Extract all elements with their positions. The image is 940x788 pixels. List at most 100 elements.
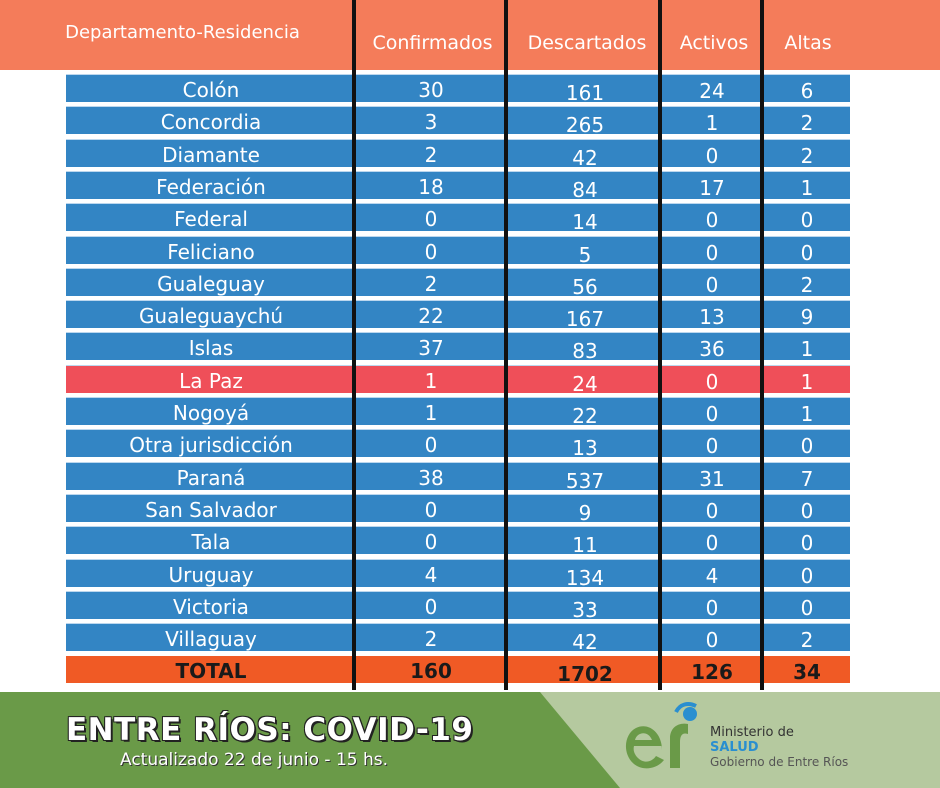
row-altas: 2 — [800, 111, 814, 136]
column-divider — [352, 0, 356, 690]
row-departamento: Diamante — [162, 142, 260, 167]
row-confirmados: 30 — [418, 78, 444, 102]
table-row: Colón 30 161 24 6 — [66, 74, 850, 105]
row-activos: 0 — [705, 434, 719, 459]
row-departamento: Villaguay — [165, 627, 257, 652]
row-descartados: 11 — [572, 533, 598, 558]
row-activos: 13 — [699, 305, 725, 330]
row-activos: 4 — [705, 563, 719, 588]
row-departamento: Feliciano — [167, 239, 255, 264]
row-departamento: Colón — [182, 78, 240, 102]
row-confirmados: 0 — [424, 207, 438, 232]
header-confirmados: Confirmados — [372, 32, 493, 54]
row-descartados: 42 — [572, 630, 598, 655]
total-row: TOTAL 160 1702 126 34 — [66, 656, 850, 687]
row-activos: 36 — [699, 337, 725, 362]
table-row: Federal 0 14 0 0 — [66, 203, 850, 235]
row-confirmados: 4 — [424, 562, 438, 587]
row-confirmados: 1 — [424, 368, 438, 393]
row-descartados: 537 — [565, 468, 605, 493]
row-activos: 0 — [705, 208, 719, 233]
row-altas: 0 — [800, 563, 814, 588]
row-altas: 0 — [800, 498, 814, 523]
column-divider — [760, 0, 764, 690]
row-altas: 2 — [800, 272, 814, 297]
row-activos: 24 — [699, 79, 725, 103]
row-activos: 0 — [705, 402, 719, 426]
row-confirmados: 0 — [424, 433, 438, 458]
row-descartados: 83 — [572, 339, 598, 364]
row-departamento: Federación — [156, 174, 266, 199]
row-departamento: Federal — [174, 207, 248, 232]
row-confirmados: 38 — [418, 465, 444, 490]
total-confirmados: 160 — [410, 659, 452, 684]
table-row: Villaguay 2 42 0 2 — [66, 623, 850, 655]
row-descartados: 161 — [565, 81, 605, 105]
row-descartados: 265 — [565, 113, 605, 138]
row-descartados: 22 — [572, 404, 598, 428]
table-row: Federación 18 84 17 1 — [66, 170, 850, 202]
row-descartados: 5 — [578, 242, 592, 267]
row-confirmados: 0 — [424, 530, 438, 555]
row-altas: 2 — [800, 628, 814, 653]
table-row: Islas 37 83 36 1 — [66, 332, 850, 364]
table-row: Uruguay 4 134 4 0 — [66, 558, 850, 590]
row-descartados: 24 — [572, 371, 598, 396]
row-altas: 0 — [800, 595, 814, 620]
row-activos: 0 — [705, 498, 719, 523]
row-confirmados: 3 — [424, 110, 438, 135]
row-activos: 0 — [705, 628, 719, 653]
row-altas: 0 — [800, 240, 814, 265]
footer: ENTRE RÍOS: COVID-19 Actualizado 22 de j… — [0, 692, 940, 788]
row-departamento: Nogoyá — [172, 401, 250, 425]
ministry-line2: SALUD — [710, 740, 759, 755]
row-confirmados: 0 — [424, 239, 438, 264]
row-departamento: Otra jurisdicción — [129, 433, 293, 458]
row-confirmados: 22 — [418, 304, 444, 329]
row-descartados: 56 — [572, 274, 598, 299]
table-row: Paraná 38 537 31 7 — [66, 461, 850, 493]
row-activos: 0 — [705, 143, 719, 168]
row-altas: 2 — [800, 143, 814, 168]
row-confirmados: 37 — [418, 336, 444, 361]
row-altas: 0 — [800, 531, 814, 556]
row-activos: 31 — [699, 466, 725, 491]
total-activos: 126 — [691, 660, 733, 685]
row-altas: 0 — [800, 434, 814, 459]
row-activos: 0 — [705, 595, 719, 620]
row-departamento: Islas — [188, 336, 234, 361]
row-activos: 17 — [699, 175, 725, 200]
table-row: Gualeguaychú 22 167 13 9 — [66, 300, 850, 332]
row-activos: 0 — [705, 240, 719, 265]
er-logo-icon — [618, 698, 708, 784]
ministry-text: Ministerio de SALUD Gobierno de Entre Rí… — [710, 725, 848, 770]
row-confirmados: 0 — [424, 497, 438, 522]
row-departamento: Victoria — [173, 594, 249, 619]
row-descartados: 167 — [565, 307, 605, 332]
row-departamento: Tala — [191, 530, 231, 555]
column-divider — [658, 0, 662, 690]
row-altas: 7 — [800, 466, 814, 491]
row-confirmados: 18 — [418, 174, 444, 199]
column-divider — [504, 0, 508, 690]
table-header: Departamento-Residencia Confirmados Desc… — [0, 0, 940, 70]
row-activos: 0 — [705, 272, 719, 297]
ministry-line1: Ministerio de — [710, 725, 794, 740]
row-confirmados: 0 — [424, 594, 438, 619]
ministry-line3: Gobierno de Entre Ríos — [710, 755, 849, 769]
row-descartados: 14 — [572, 210, 598, 235]
table-row: La Paz 1 24 0 1 — [66, 364, 850, 396]
header-altas: Altas — [784, 32, 832, 54]
table-row: Concordia 3 265 1 2 — [66, 106, 850, 138]
header-descartados: Descartados — [527, 32, 647, 54]
footer-banner — [0, 692, 620, 788]
row-descartados: 134 — [565, 565, 605, 590]
row-altas: 1 — [800, 402, 814, 426]
total-descartados: 1702 — [557, 662, 613, 687]
total-altas: 34 — [793, 660, 821, 685]
row-confirmados: 2 — [424, 142, 438, 167]
table-row: Otra jurisdicción 0 13 0 0 — [66, 429, 850, 460]
row-departamento: Gualeguay — [157, 271, 265, 296]
footer-title: ENTRE RÍOS: COVID-19 — [66, 712, 474, 748]
row-altas: 6 — [800, 79, 814, 103]
